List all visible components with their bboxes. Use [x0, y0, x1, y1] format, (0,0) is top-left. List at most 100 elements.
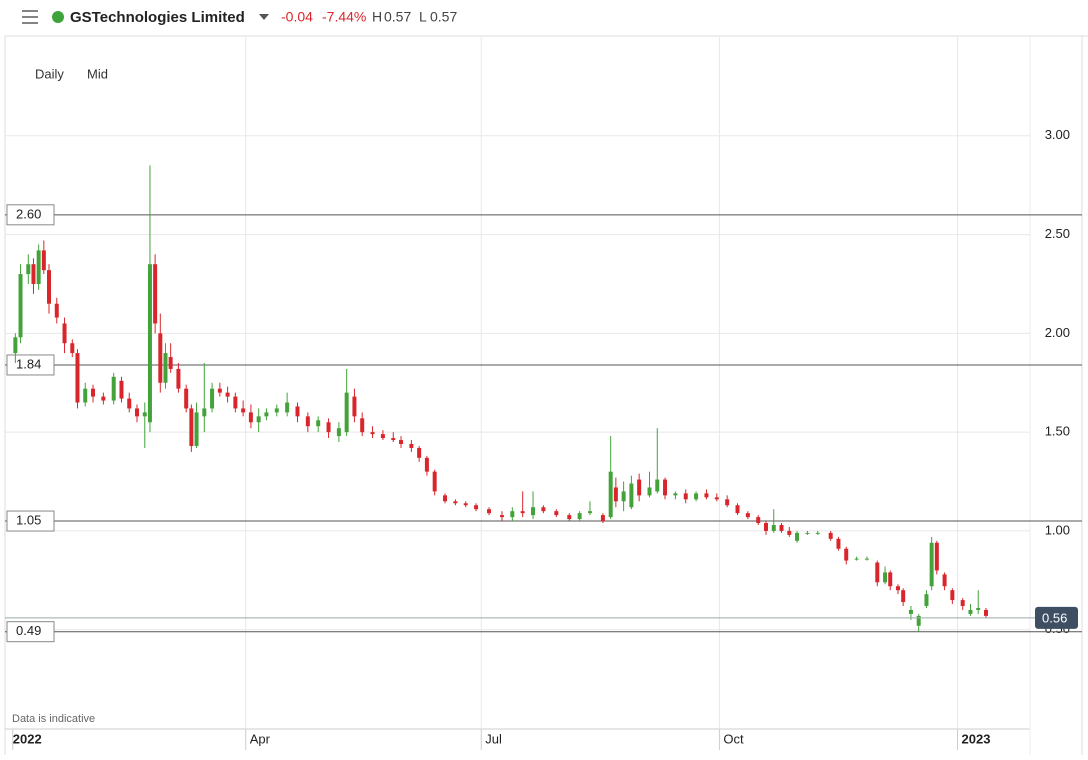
- menu-icon[interactable]: [22, 10, 38, 24]
- candle-body: [163, 353, 168, 383]
- candle-body: [305, 416, 310, 427]
- candle-body: [942, 574, 947, 587]
- x-tick-label: Jul: [485, 731, 502, 746]
- candle-body: [600, 515, 605, 522]
- level-label: 0.49: [16, 623, 41, 638]
- change-pct: -7.44%: [322, 9, 366, 25]
- candle-body: [158, 333, 163, 383]
- interval[interactable]: Daily: [35, 66, 64, 81]
- candle-body: [36, 250, 41, 284]
- candle-body: [285, 402, 290, 413]
- candle-body: [960, 600, 965, 607]
- candle-body: [976, 607, 981, 610]
- y-tick-label: 2.50: [1045, 226, 1070, 241]
- level-label: 1.84: [16, 356, 41, 371]
- candle-body: [127, 398, 132, 409]
- candle-body: [18, 274, 23, 338]
- candle-body: [264, 412, 269, 417]
- candle-body: [725, 499, 730, 506]
- candle-body: [704, 493, 709, 498]
- low-label: L: [419, 9, 427, 25]
- candle-body: [391, 438, 396, 441]
- candle-body: [75, 353, 80, 403]
- candle-body: [168, 357, 173, 369]
- candle-body: [360, 418, 365, 433]
- candle-body: [62, 323, 67, 344]
- candle-body: [983, 609, 988, 616]
- y-tick-label: 2.00: [1045, 325, 1070, 340]
- low-value: 0.57: [430, 9, 457, 25]
- x-tick-label: 2023: [962, 731, 991, 746]
- candle-body: [779, 525, 784, 531]
- candle-body: [908, 609, 913, 614]
- candle-body: [453, 501, 458, 504]
- candle-body: [233, 396, 238, 409]
- candle-body: [554, 511, 559, 516]
- candle-body: [194, 412, 199, 446]
- candle-body: [901, 590, 906, 603]
- candle-body: [763, 523, 768, 531]
- candle-body: [274, 408, 279, 413]
- candle-body: [176, 368, 181, 389]
- candle-body: [83, 388, 88, 403]
- candle-body: [101, 396, 106, 401]
- candle-body: [409, 443, 414, 448]
- candle-body: [70, 343, 75, 354]
- candle-body: [828, 532, 833, 539]
- candle-body: [344, 392, 349, 433]
- instrument-name[interactable]: GSTechnologies Limited: [70, 9, 245, 26]
- level-box: [6, 621, 55, 643]
- candle-body: [714, 497, 719, 500]
- x-tick-label: Oct: [723, 731, 744, 746]
- y-tick-label: 1.50: [1045, 424, 1070, 439]
- candle-body: [91, 388, 96, 397]
- candle-body: [787, 530, 792, 535]
- candle-body: [647, 487, 652, 496]
- level-box: [6, 204, 55, 226]
- candle-body: [836, 538, 841, 549]
- candle-body: [474, 505, 479, 510]
- status-dot: [52, 11, 64, 23]
- candle-body: [111, 376, 116, 401]
- candle-body: [326, 422, 331, 433]
- candle-body: [142, 412, 147, 417]
- candle-body: [13, 337, 18, 354]
- candle-body: [26, 264, 31, 275]
- y-tick-label: 1.00: [1045, 522, 1070, 537]
- candle-body: [316, 420, 321, 427]
- candle-body: [417, 447, 422, 458]
- candle-body: [756, 517, 761, 524]
- candle-body: [895, 586, 900, 591]
- candle-body: [934, 542, 939, 571]
- candle-body: [875, 562, 880, 583]
- candle-body: [47, 270, 52, 304]
- candle-body: [510, 511, 515, 518]
- candle-body: [210, 388, 215, 409]
- candle-body: [883, 572, 888, 583]
- candle-body: [295, 406, 300, 417]
- candle-body: [119, 380, 124, 399]
- candle-body: [795, 532, 800, 541]
- candle-body: [916, 615, 921, 626]
- candle-body: [608, 471, 613, 518]
- candle-body: [805, 532, 810, 534]
- candle-body: [613, 487, 618, 502]
- candle-body: [424, 457, 429, 472]
- candle-body: [924, 594, 929, 607]
- candle-body: [673, 493, 678, 496]
- candle-body: [352, 396, 357, 417]
- candle-body: [147, 264, 152, 423]
- candle-body: [31, 264, 36, 284]
- dropdown-caret[interactable]: [259, 14, 269, 20]
- candle-body: [463, 503, 468, 506]
- candle-body: [248, 412, 253, 423]
- high-value: 0.57: [384, 9, 411, 25]
- candle-body: [567, 515, 572, 520]
- candle-body: [380, 434, 385, 439]
- level-label: 2.60: [16, 206, 41, 221]
- candle-body: [531, 507, 536, 516]
- candle-body: [135, 408, 140, 417]
- price-type[interactable]: Mid: [87, 66, 108, 81]
